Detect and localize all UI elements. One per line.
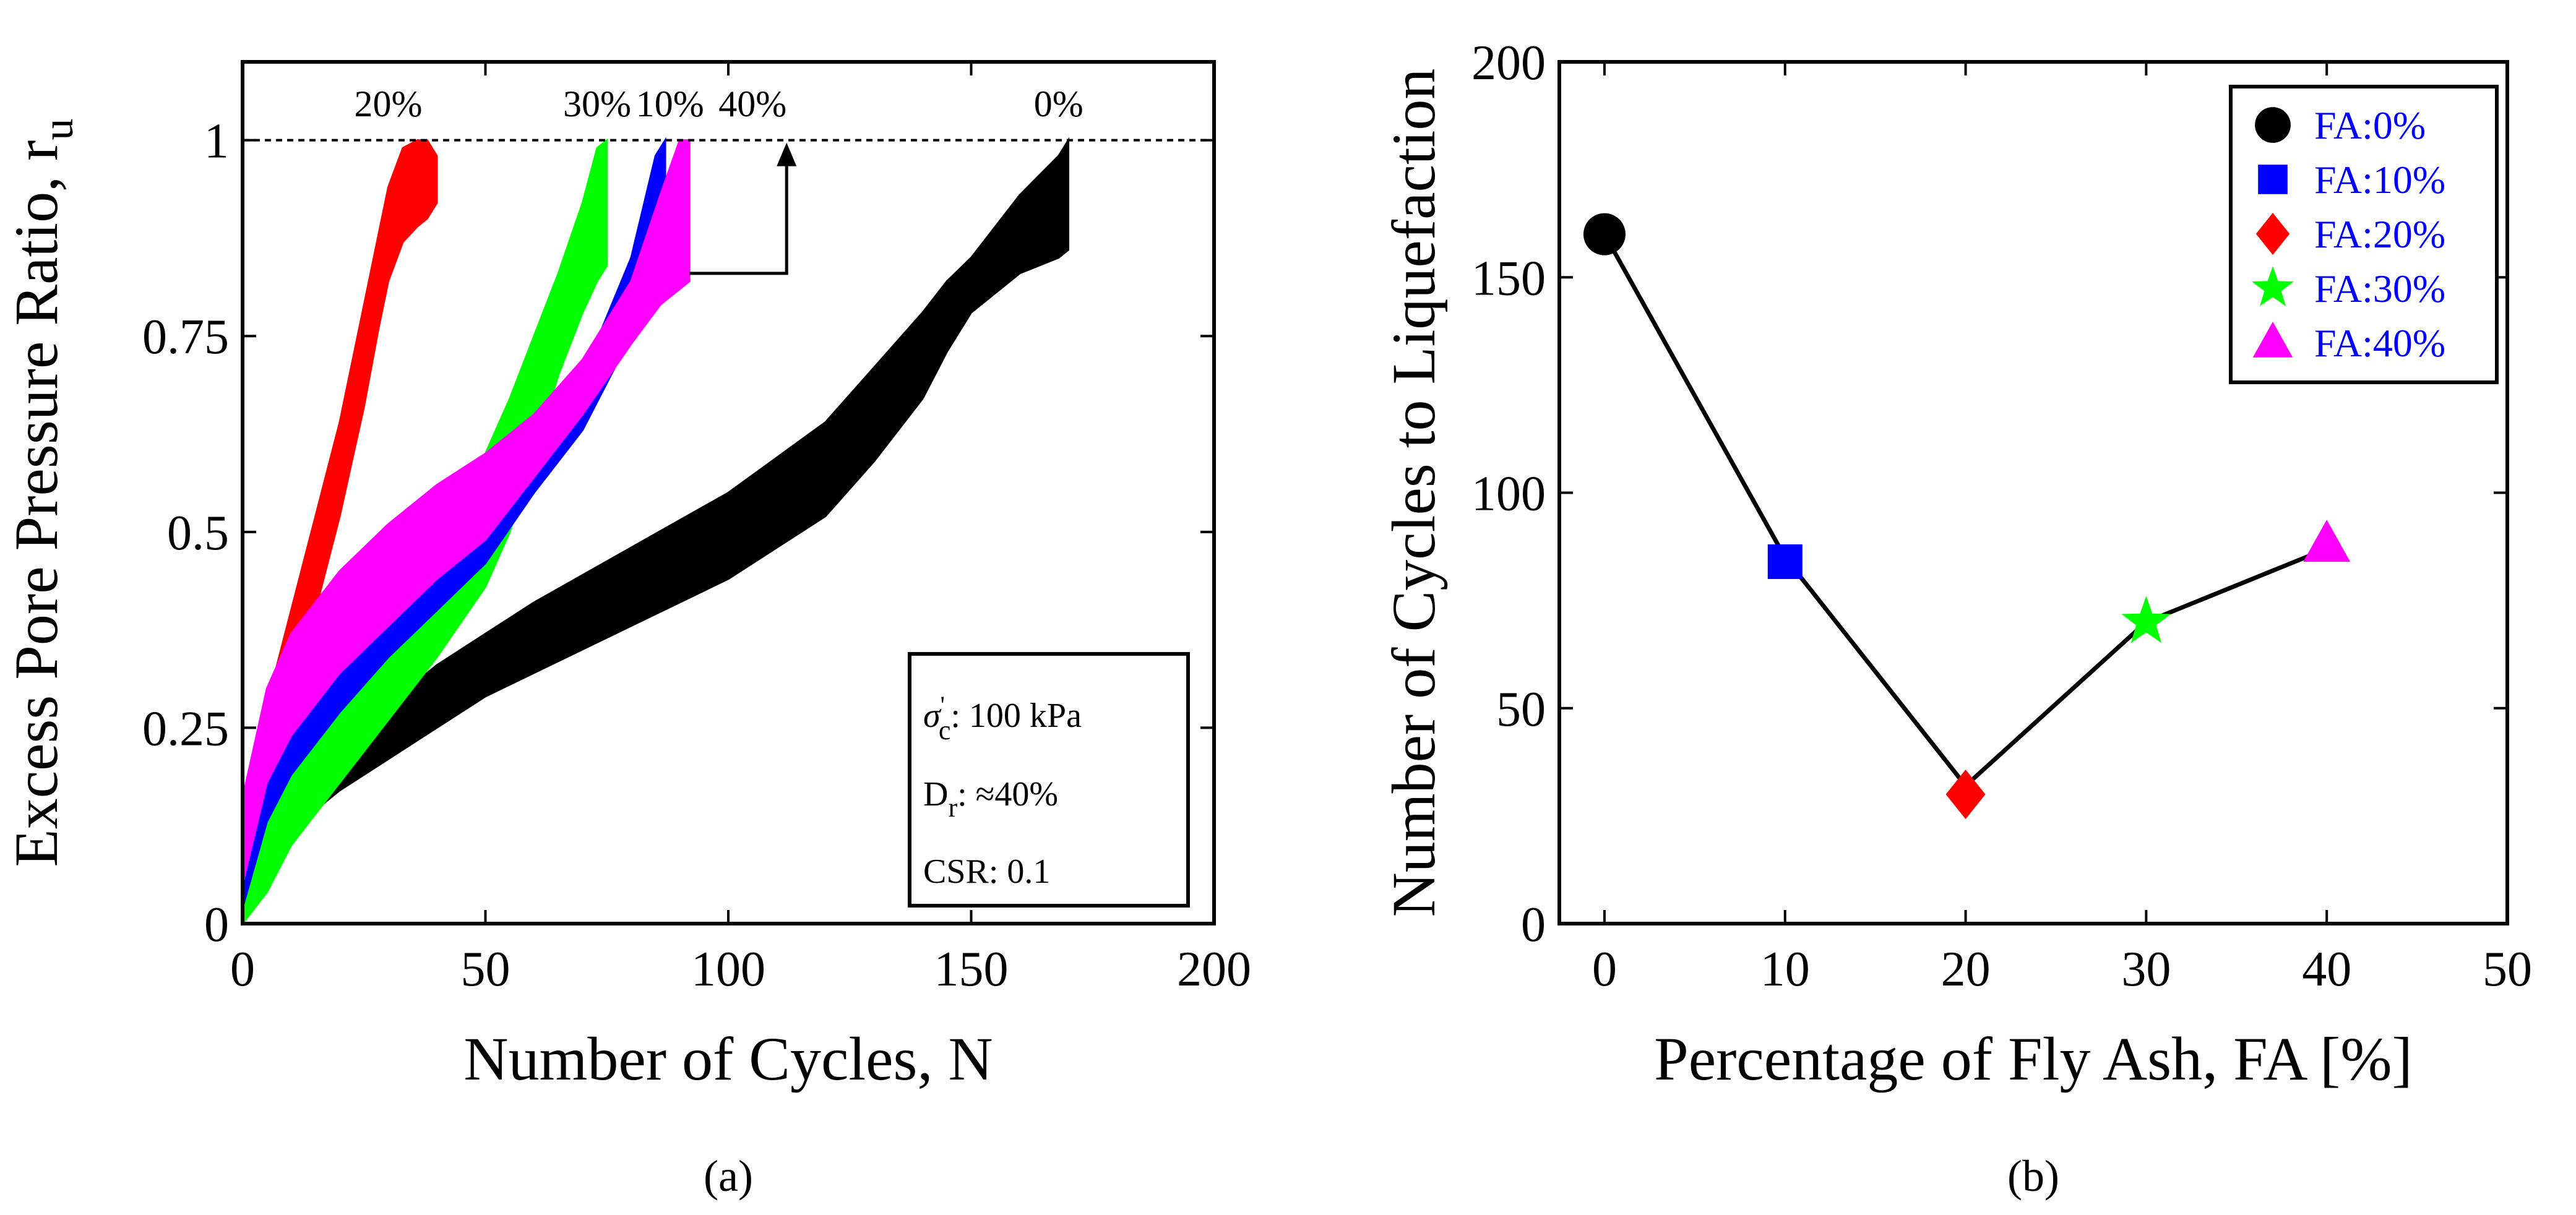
chart-b-marker-star <box>2121 596 2171 643</box>
chart-a-x-tick-label: 150 <box>934 942 1009 997</box>
chart-a-y-axis-label-sub: u <box>35 119 82 140</box>
chart-b-marker-triangle <box>2303 520 2351 562</box>
chart-b-y-tick-label: 0 <box>1521 898 1546 952</box>
chart-b-y-tick-label: 50 <box>1496 682 1546 737</box>
chart-b-legend-label: FA:10% <box>2314 158 2445 202</box>
chart-a-y-tick-label: 1 <box>204 114 229 169</box>
chart-b-x-tick-label: 30 <box>2121 942 2171 997</box>
chart-b-legend: FA:0% FA:10% FA:20% FA:30% FA:40% <box>2229 85 2499 384</box>
chart-a-x-axis-label: Number of Cycles, N <box>463 1024 993 1093</box>
chart-a-arrow-line <box>689 165 788 275</box>
chart-a-inset-line-2-symbol: D <box>923 775 948 814</box>
chart-b-marker-square <box>1767 544 1803 579</box>
chart-a-inset-box: σ' c: 100 kPa Dr: ≈40% CSR: 0.1 <box>908 652 1190 908</box>
chart-a-x-tick-label: 100 <box>691 942 765 997</box>
panel-b-caption: (b) <box>2007 1151 2059 1201</box>
chart-b-ticks: 0 10 20 30 40 50 0 50 100 150 200 <box>1471 36 2532 997</box>
chart-a-area-40pct <box>241 139 691 885</box>
chart-b-x-tick-label: 10 <box>1760 942 1810 997</box>
chart-a-series-areas <box>241 137 1069 927</box>
chart-a-series-label: 30% <box>563 84 631 124</box>
chart-b-marker-diamond <box>1945 770 1986 820</box>
chart-a-inset-line-2: Dr: ≈40% <box>923 775 1058 823</box>
chart-b-legend-marker-triangle <box>2252 322 2293 358</box>
chart-a-ticks: 0 50 100 150 200 0 0.25 0.5 0.75 1 <box>142 62 1251 997</box>
chart-b-x-tick-label: 0 <box>1592 942 1617 997</box>
chart-a-inset-line-2-value: : ≈40% <box>957 775 1058 814</box>
chart-a-inset-line-1-sub: c <box>939 715 951 745</box>
chart-b-y-axis-label: Number of Cycles to Liquefaction <box>1379 69 1448 917</box>
chart-a-series-label: 40% <box>718 84 786 124</box>
chart-a-y-tick-label: 0.25 <box>142 702 229 756</box>
chart-a-inset-line-2-sub: r <box>948 792 957 823</box>
panel-a-caption: (a) <box>704 1151 753 1201</box>
chart-a: 0 50 100 150 200 0 0.25 0.5 0.75 1 20% 30% 10% 40% 0%… <box>2 60 1251 1093</box>
chart-a-x-tick-label: 200 <box>1177 942 1251 997</box>
chart-a-y-axis-label-main: Excess Pore Pressure Ratio, r <box>2 140 71 867</box>
chart-a-inset-line-1-symbol: σ <box>923 697 942 735</box>
chart-a-inset-line-1: σ' c: 100 kPa <box>923 691 1082 745</box>
chart-a-inset-frame <box>908 652 1190 908</box>
chart-b-x-tick-label: 50 <box>2483 942 2532 997</box>
chart-b-legend-label: FA:20% <box>2314 212 2445 256</box>
chart-b-y-tick-label: 200 <box>1471 36 1546 90</box>
chart-a-series-label: 0% <box>1034 84 1083 124</box>
chart-a-series-label: 10% <box>636 84 704 124</box>
chart-b: 0 10 20 30 40 50 0 50 100 150 200 Percentage of Fl… <box>1379 36 2532 1093</box>
chart-b-legend-marker-square <box>2258 165 2288 194</box>
chart-b-x-tick-label: 20 <box>1941 942 1991 997</box>
chart-b-y-tick-label: 100 <box>1471 467 1546 522</box>
chart-b-series-line <box>1602 233 2328 789</box>
chart-b-x-tick-label: 40 <box>2302 942 2351 997</box>
chart-a-y-tick-label: 0.75 <box>142 310 229 364</box>
chart-a-y-tick-label: 0.5 <box>167 506 229 560</box>
chart-a-series-labels: 20% 30% 10% 40% 0% <box>355 84 1083 124</box>
chart-a-y-tick-label: 0 <box>204 898 229 952</box>
chart-b-legend-marker-star <box>2252 266 2294 306</box>
chart-a-inset-line-1-value: : 100 kPa <box>950 697 1082 735</box>
chart-a-series-label: 20% <box>355 84 423 124</box>
chart-a-arrow-head <box>777 142 797 166</box>
panel-a-caption-text: (a) <box>704 1151 753 1201</box>
chart-a-x-tick-label: 50 <box>461 942 510 997</box>
chart-a-y-axis-label: Excess Pore Pressure Ratio, ru <box>2 119 82 867</box>
chart-b-y-tick-label: 150 <box>1471 251 1546 306</box>
chart-a-x-tick-label: 0 <box>230 942 255 997</box>
chart-b-x-axis-label: Percentage of Fly Ash, FA [%] <box>1654 1024 2413 1093</box>
panel-b-caption-text: (b) <box>2007 1151 2059 1201</box>
chart-b-legend-label: FA:30% <box>2314 267 2445 311</box>
chart-b-legend-label: FA:0% <box>2314 103 2426 147</box>
chart-b-legend-label: FA:40% <box>2314 321 2445 365</box>
chart-b-legend-marker-diamond <box>2255 213 2290 255</box>
chart-a-inset-line-3: CSR: 0.1 <box>923 852 1050 891</box>
chart-b-marker-circle <box>1583 213 1626 255</box>
chart-a-inset-line-1-sup: ' <box>941 691 945 719</box>
chart-a-area-0pct <box>241 137 1069 924</box>
chart-b-legend-marker-circle <box>2255 107 2291 143</box>
chart-b-markers <box>1583 213 2351 820</box>
